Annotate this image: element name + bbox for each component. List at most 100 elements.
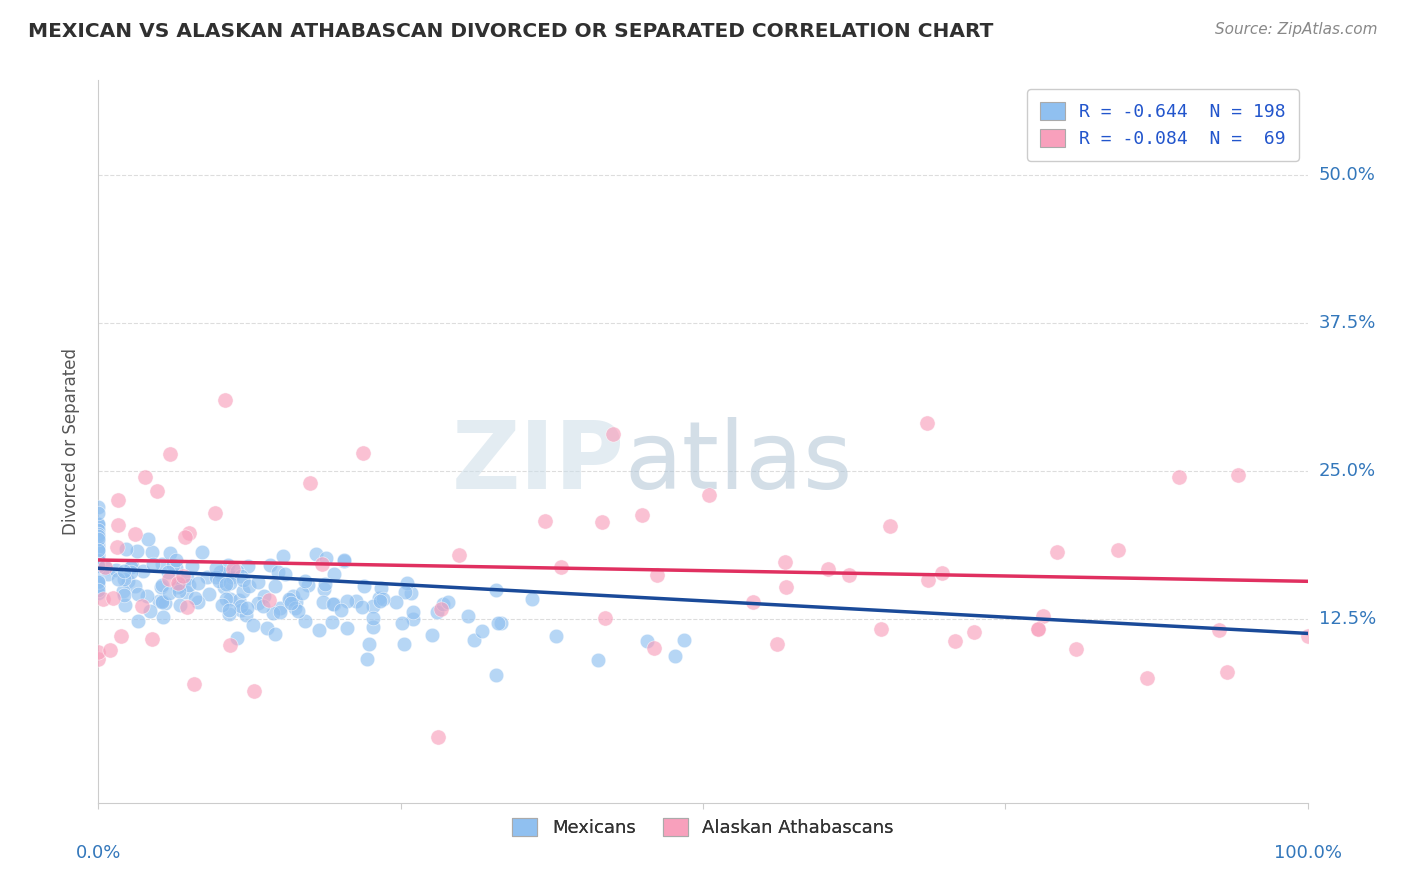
Point (87, 552, 110, 566)
Point (352, 446, 374, 460)
Point (463, 632, 485, 647)
Point (87, 652, 110, 666)
Point (533, 514, 555, 528)
Point (879, 519, 901, 533)
Point (87, 574, 110, 588)
Point (285, 595, 308, 609)
Point (174, 585, 197, 599)
Point (229, 603, 252, 617)
Point (114, 598, 136, 612)
Point (422, 628, 444, 642)
Point (87, 535, 110, 549)
Point (87, 523, 110, 537)
Point (1028, 622, 1050, 636)
Point (399, 586, 422, 600)
Point (426, 605, 449, 619)
Point (1168, 469, 1191, 483)
Point (336, 593, 359, 607)
Point (333, 553, 356, 567)
Point (447, 548, 470, 562)
Point (1026, 622, 1049, 636)
Point (336, 621, 359, 635)
Point (124, 526, 146, 541)
Point (87, 575, 110, 590)
Point (315, 550, 337, 565)
Point (225, 631, 247, 645)
Point (269, 605, 291, 619)
Point (187, 576, 209, 591)
Point (225, 564, 247, 578)
Point (228, 593, 250, 607)
Point (436, 595, 458, 609)
Point (1208, 623, 1230, 637)
Text: 25.0%: 25.0% (1319, 462, 1376, 480)
Point (87, 532, 110, 546)
Point (271, 549, 294, 563)
Point (484, 582, 506, 597)
Text: 0.0%: 0.0% (76, 845, 121, 863)
Point (104, 563, 127, 577)
Point (1107, 542, 1129, 557)
Point (120, 560, 142, 574)
Point (87, 574, 110, 588)
Point (165, 560, 187, 574)
Point (917, 416, 939, 430)
Text: 100.0%: 100.0% (1274, 845, 1341, 863)
Point (138, 604, 160, 618)
Point (87, 558, 110, 573)
Point (356, 652, 378, 666)
Text: atlas: atlas (624, 417, 852, 509)
Point (269, 601, 291, 615)
Point (267, 565, 290, 579)
Point (167, 580, 190, 594)
Point (87, 516, 110, 531)
Point (204, 570, 226, 584)
Point (135, 589, 157, 603)
Point (314, 577, 336, 591)
Point (330, 602, 353, 616)
Point (931, 566, 953, 581)
Point (218, 607, 240, 621)
Point (394, 585, 416, 599)
Point (361, 620, 384, 634)
Point (215, 577, 238, 591)
Point (485, 668, 508, 682)
Point (87, 538, 110, 552)
Point (457, 608, 479, 623)
Point (247, 596, 270, 610)
Point (256, 621, 278, 635)
Point (280, 596, 302, 610)
Point (87, 577, 110, 591)
Point (402, 612, 425, 626)
Point (217, 558, 239, 572)
Point (183, 591, 205, 605)
Point (87, 517, 110, 532)
Point (112, 572, 135, 586)
Point (87, 500, 110, 514)
Point (817, 561, 839, 575)
Point (869, 622, 891, 636)
Point (238, 558, 260, 573)
Point (643, 641, 665, 656)
Point (204, 506, 226, 520)
Point (522, 592, 544, 607)
Point (87, 645, 110, 659)
Point (87, 542, 110, 557)
Point (87, 551, 110, 566)
Point (1136, 671, 1159, 685)
Point (181, 558, 204, 573)
Point (236, 600, 259, 615)
Point (775, 581, 797, 595)
Point (1046, 545, 1069, 559)
Point (917, 573, 939, 587)
Point (322, 566, 344, 581)
Point (963, 625, 986, 640)
Point (664, 649, 686, 664)
Point (134, 470, 156, 484)
Point (673, 632, 696, 647)
Point (1226, 468, 1249, 483)
Point (162, 558, 184, 573)
Point (176, 571, 198, 585)
Point (391, 615, 413, 630)
Point (402, 605, 425, 619)
